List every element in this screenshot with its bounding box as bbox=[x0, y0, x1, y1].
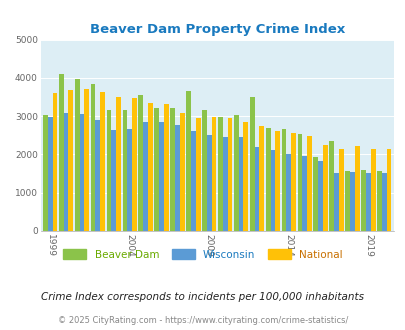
Bar bbox=[159, 122, 164, 231]
Bar bbox=[116, 97, 121, 231]
Bar bbox=[306, 136, 311, 231]
Bar bbox=[290, 133, 295, 231]
Bar bbox=[349, 172, 354, 231]
Bar bbox=[48, 116, 52, 231]
Bar bbox=[211, 117, 216, 231]
Bar bbox=[95, 120, 100, 231]
Bar bbox=[122, 110, 127, 231]
Bar bbox=[354, 147, 359, 231]
Bar bbox=[175, 125, 179, 231]
Bar bbox=[154, 108, 159, 231]
Bar bbox=[217, 117, 222, 231]
Bar bbox=[202, 111, 207, 231]
Bar bbox=[138, 95, 143, 231]
Text: Crime Index corresponds to incidents per 100,000 inhabitants: Crime Index corresponds to incidents per… bbox=[41, 292, 364, 302]
Bar bbox=[79, 114, 84, 231]
Bar bbox=[195, 118, 200, 231]
Bar bbox=[365, 173, 370, 231]
Bar bbox=[179, 114, 184, 231]
Bar bbox=[43, 115, 48, 231]
Bar bbox=[64, 113, 68, 231]
Bar bbox=[170, 108, 175, 231]
Bar bbox=[254, 147, 259, 231]
Bar bbox=[381, 173, 386, 231]
Bar bbox=[322, 145, 327, 231]
Text: © 2025 CityRating.com - https://www.cityrating.com/crime-statistics/: © 2025 CityRating.com - https://www.city… bbox=[58, 316, 347, 325]
Bar bbox=[111, 130, 116, 231]
Bar bbox=[68, 90, 73, 231]
Bar bbox=[328, 141, 333, 231]
Bar bbox=[84, 89, 89, 231]
Bar bbox=[100, 92, 105, 231]
Bar bbox=[233, 115, 238, 231]
Bar bbox=[344, 171, 349, 231]
Bar bbox=[297, 134, 302, 231]
Bar bbox=[222, 137, 227, 231]
Bar bbox=[259, 126, 264, 231]
Bar bbox=[370, 149, 375, 231]
Bar bbox=[249, 97, 254, 231]
Bar bbox=[360, 170, 365, 231]
Bar bbox=[338, 149, 343, 231]
Bar bbox=[52, 93, 57, 231]
Bar bbox=[107, 111, 111, 231]
Title: Beaver Dam Property Crime Index: Beaver Dam Property Crime Index bbox=[90, 23, 344, 36]
Bar bbox=[333, 173, 338, 231]
Bar bbox=[164, 104, 168, 231]
Bar bbox=[148, 103, 152, 231]
Bar bbox=[313, 157, 318, 231]
Bar bbox=[59, 74, 64, 231]
Bar bbox=[275, 131, 279, 231]
Bar bbox=[286, 154, 290, 231]
Bar bbox=[318, 161, 322, 231]
Bar bbox=[90, 84, 95, 231]
Bar bbox=[127, 129, 132, 231]
Bar bbox=[186, 90, 190, 231]
Bar bbox=[302, 156, 306, 231]
Bar bbox=[143, 122, 148, 231]
Bar bbox=[386, 149, 390, 231]
Bar bbox=[270, 150, 275, 231]
Bar bbox=[281, 129, 286, 231]
Bar bbox=[376, 171, 381, 231]
Bar bbox=[190, 131, 195, 231]
Bar bbox=[207, 135, 211, 231]
Bar bbox=[75, 79, 79, 231]
Bar bbox=[238, 137, 243, 231]
Legend: Beaver Dam, Wisconsin, National: Beaver Dam, Wisconsin, National bbox=[59, 245, 346, 264]
Bar bbox=[265, 128, 270, 231]
Bar bbox=[132, 98, 136, 231]
Bar bbox=[227, 118, 232, 231]
Bar bbox=[243, 121, 247, 231]
